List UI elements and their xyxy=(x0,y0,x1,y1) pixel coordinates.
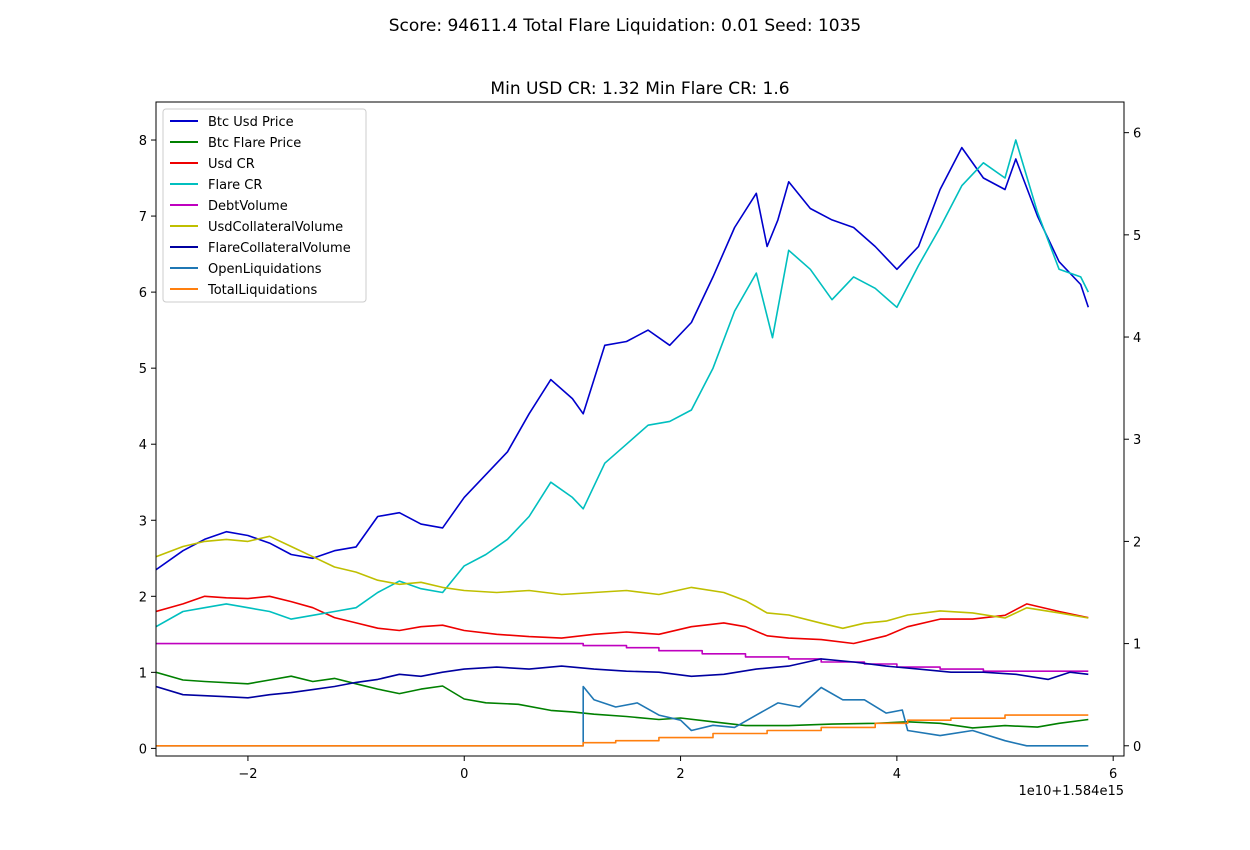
y-right-tick-label: 3 xyxy=(1133,433,1141,448)
y-right-tick-label: 2 xyxy=(1133,535,1141,550)
legend-label: TotalLiquidations xyxy=(207,283,317,298)
legend-box xyxy=(162,108,367,303)
legend: Btc Usd Price Btc Flare Price Usd CR Flare … xyxy=(162,108,367,303)
axes-frame xyxy=(155,101,1125,757)
y-left-tick-label: 1 xyxy=(139,666,147,681)
legend-label: FlareCollateralVolume xyxy=(208,241,351,256)
y-left-tick-label: 4 xyxy=(139,438,147,453)
legend-label: Flare CR xyxy=(208,178,262,193)
legend-label: DebtVolume xyxy=(208,199,288,214)
y-left-tick-label: 2 xyxy=(139,590,147,605)
series-flare-collateral-volume-line xyxy=(156,658,1089,699)
y-right-tick-label: 1 xyxy=(1133,638,1141,653)
y-left-tick-label: 7 xyxy=(139,210,147,225)
y-left-tick-label: 0 xyxy=(139,742,147,757)
y-right-tick-label: 4 xyxy=(1133,331,1141,346)
series-usd-collateral-volume-line xyxy=(156,535,1089,630)
legend-label: Btc Flare Price xyxy=(208,136,301,151)
x-axis: −2 0 2 4 6 xyxy=(238,756,1117,782)
legend-label: Btc Usd Price xyxy=(208,115,294,130)
y-left-tick-label: 8 xyxy=(139,134,147,149)
y-left-tick-label: 6 xyxy=(139,286,147,301)
y-left-tick-label: 5 xyxy=(139,362,147,377)
legend-label: Usd CR xyxy=(208,157,255,172)
y-axis-left: 0 1 2 3 4 5 6 7 8 xyxy=(139,134,156,757)
x-tick-label: 0 xyxy=(460,767,468,782)
figure-suptitle: Score: 94611.4 Total Flare Liquidation: … xyxy=(389,16,862,36)
series-open-liquidations-line xyxy=(156,685,1089,747)
series-btc-usd-price-line xyxy=(156,146,1090,571)
series-flare-cr-line xyxy=(156,139,1090,628)
y-right-tick-label: 0 xyxy=(1133,740,1141,755)
x-tick-label: 4 xyxy=(893,767,901,782)
legend-label: OpenLiquidations xyxy=(208,262,322,277)
y-right-tick-label: 5 xyxy=(1133,229,1141,244)
series-layer xyxy=(156,139,1090,747)
series-usd-cr-line xyxy=(156,595,1089,645)
y-axis-right: 0 1 2 3 4 5 6 xyxy=(1124,127,1141,755)
series-debt-volume-line xyxy=(156,642,1089,672)
y-left-tick-label: 3 xyxy=(139,514,147,529)
x-offset-label: 1e10+1.584e15 xyxy=(1019,784,1124,799)
x-tick-label: 6 xyxy=(1109,767,1117,782)
series-btc-flare-price-line xyxy=(156,671,1089,729)
series-total-liquidations-line xyxy=(156,714,1089,747)
y-right-tick-label: 6 xyxy=(1133,127,1141,142)
axes-title: Min USD CR: 1.32 Min Flare CR: 1.6 xyxy=(490,79,789,99)
x-tick-label: −2 xyxy=(238,767,257,782)
x-tick-label: 2 xyxy=(676,767,684,782)
legend-label: UsdCollateralVolume xyxy=(208,220,343,235)
